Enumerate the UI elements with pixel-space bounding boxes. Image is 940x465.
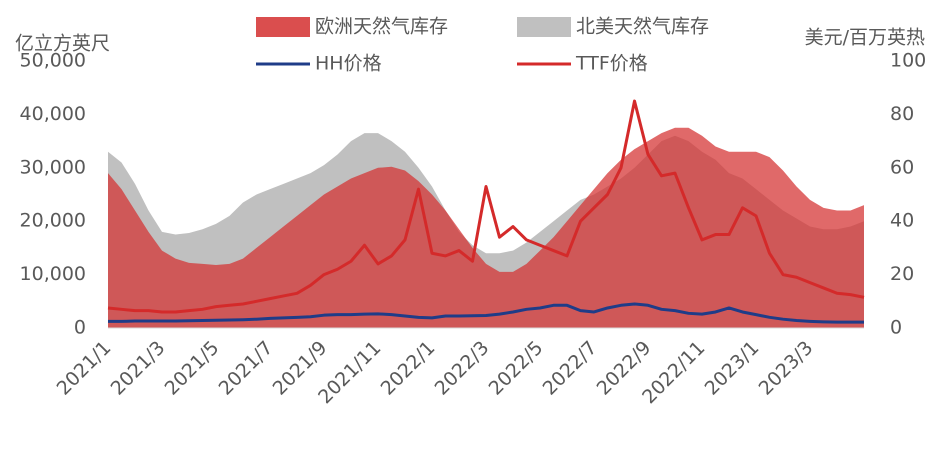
y2-tick-label: 0 [890, 317, 902, 339]
legend-label: 欧洲天然气库存 [315, 16, 448, 38]
x-tick-label: 2022/5 [485, 337, 548, 400]
y-tick-label: 50,000 [20, 50, 86, 72]
plot-area [107, 99, 865, 329]
y2-tick-label: 40 [890, 210, 914, 232]
line [108, 302, 864, 324]
y-tick-label: 0 [74, 317, 86, 339]
x-tick-label: 2021/1 [53, 337, 116, 400]
y2-tick-label: 20 [890, 263, 914, 285]
area [108, 127, 864, 328]
line [107, 99, 865, 314]
legend-swatch [256, 17, 310, 37]
x-tick-label: 2021/3 [107, 337, 170, 400]
legend-swatch [517, 17, 571, 37]
x-tick-label: 2022/7 [539, 337, 602, 400]
y-tick-label: 20,000 [20, 210, 86, 232]
y2-tick-label: 80 [890, 103, 914, 125]
legend-label: TTF价格 [575, 53, 648, 75]
x-tick-label: 2023/3 [755, 337, 818, 400]
y-tick-label: 30,000 [20, 156, 86, 178]
y-tick-label: 40,000 [20, 103, 86, 125]
y-tick-label: 10,000 [20, 263, 86, 285]
legend-label: 北美天然气库存 [576, 16, 709, 38]
y2-tick-label: 60 [890, 156, 914, 178]
y2-tick-label: 100 [890, 50, 926, 72]
y-axis-title: 亿立方英尺 [15, 33, 110, 55]
x-tick-label: 2022/3 [431, 337, 494, 400]
x-tick-label: 2023/1 [701, 337, 764, 400]
legend: 欧洲天然气库存 北美天然气库存 HH价格 TTF价格 [256, 16, 709, 75]
x-tick-label: 2021/5 [161, 337, 224, 400]
x-tick-label: 2021/7 [215, 337, 278, 400]
y2-axis-title: 美元/百万英热 [805, 27, 925, 49]
legend-label: HH价格 [315, 53, 382, 75]
x-tick-label: 2022/1 [377, 337, 440, 400]
